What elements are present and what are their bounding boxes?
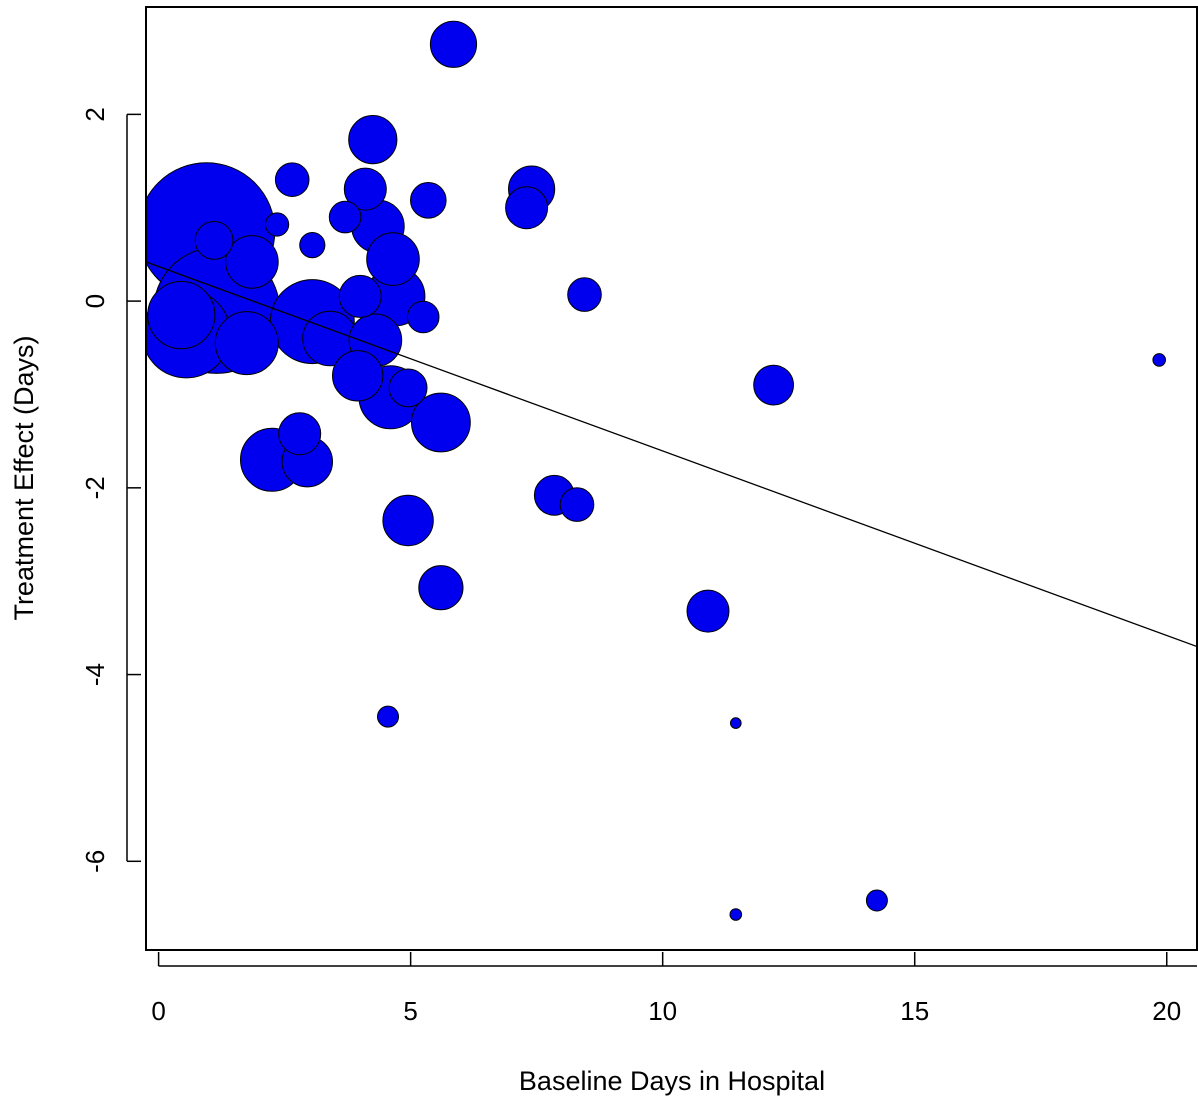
data-point — [686, 589, 730, 633]
data-point — [274, 162, 310, 197]
y-tick-label: -4 — [80, 663, 110, 686]
data-point — [382, 494, 434, 547]
x-tick-label: 20 — [1152, 996, 1181, 1026]
plot-area — [146, 20, 1197, 921]
data-point — [147, 281, 216, 350]
data-point — [418, 565, 464, 611]
data-point — [299, 232, 326, 259]
data-point — [338, 274, 382, 318]
data-point — [411, 392, 471, 453]
x-axis: 0 5 10 15 20 — [151, 952, 1197, 1026]
data-point — [865, 889, 888, 912]
data-point — [265, 212, 290, 237]
data-point — [214, 311, 279, 376]
plot-frame — [145, 6, 1198, 951]
data-point — [429, 20, 478, 68]
data-point — [729, 908, 743, 921]
y-axis-label: Treatment Effect (Days) — [9, 335, 39, 620]
x-tick-label: 0 — [151, 996, 165, 1026]
data-point — [388, 368, 428, 408]
data-point — [377, 705, 399, 728]
x-tick-label: 5 — [403, 996, 417, 1026]
y-tick-label: -2 — [80, 476, 110, 499]
data-point — [332, 350, 384, 402]
data-point — [753, 364, 794, 406]
x-axis-label: Baseline Days in Hospital — [519, 1066, 825, 1096]
data-point — [730, 717, 742, 729]
x-tick-label: 10 — [648, 996, 677, 1026]
y-tick-label: 0 — [80, 294, 110, 308]
data-point — [343, 167, 387, 211]
y-tick-label: 2 — [80, 107, 110, 121]
data-point — [348, 115, 398, 165]
regression-line — [146, 261, 1197, 648]
data-point — [1152, 353, 1166, 367]
data-point — [567, 277, 602, 312]
data-point — [278, 412, 322, 456]
data-point — [505, 186, 549, 230]
data-point — [410, 182, 447, 219]
data-point — [559, 487, 595, 522]
data-point — [194, 221, 234, 260]
data-point — [366, 232, 420, 286]
data-point — [225, 235, 279, 289]
data-point — [328, 200, 362, 234]
y-axis: 2 0 -2 -4 -6 — [80, 107, 141, 873]
y-tick-label: -6 — [80, 850, 110, 873]
data-point — [406, 300, 440, 334]
x-tick-label: 15 — [900, 996, 929, 1026]
